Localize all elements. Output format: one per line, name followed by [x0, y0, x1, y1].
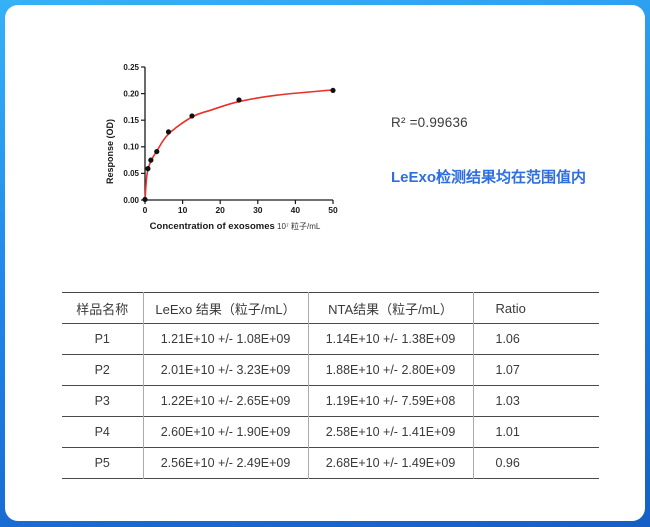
table-cell: P3 [94, 394, 110, 408]
table-cell: 1.21E+10 +/- 1.08E+09 [142, 323, 308, 355]
table-cell: 1.01 [472, 416, 599, 448]
column-header: Ratio [472, 292, 599, 324]
result-note: LeExo检测结果均在范围值内 [391, 169, 587, 186]
y-tick-label: 0.15 [123, 116, 139, 125]
table-cell: P1 [94, 332, 110, 346]
stats-block: R² =0.99636 LeExo检测结果均在范围值内 [391, 115, 621, 187]
table-cell: 1.03 [472, 385, 599, 417]
table-cell: P5 [94, 456, 110, 470]
table-cell: 1.14E+10 +/- 1.38E+09 [307, 323, 473, 355]
table-cell: 1.06 [472, 323, 599, 355]
results-table: 样品名称 LeExo 结果（粒子/mL） NTA结果（粒子/mL） Ratio P1 1… [62, 292, 599, 479]
data-point [165, 129, 172, 135]
x-tick-label: 30 [253, 205, 263, 215]
table-cell: 1.88E+10 +/- 2.80E+09 [307, 354, 473, 386]
table-cell: 2.58E+10 +/- 1.41E+09 [307, 416, 473, 448]
results-table-body: P1 1.21E+10 +/- 1.08E+09 1.14E+10 +/- 1.38… [62, 323, 599, 479]
table-cell: 1.22E+10 +/- 2.65E+09 [142, 385, 308, 417]
data-point [142, 196, 148, 203]
column-header: 样品名称 [76, 301, 129, 317]
y-tick-label: 0.25 [123, 63, 139, 72]
x-axis-label: Concentration of exosomes 10⁷ 粒子/mL [150, 221, 321, 232]
table-cell: 2.60E+10 +/- 1.90E+09 [142, 416, 308, 448]
column-header: LeExo 结果（粒子/mL） [142, 292, 308, 324]
results-table-head: 样品名称 LeExo 结果（粒子/mL） NTA结果（粒子/mL） Ratio [62, 292, 599, 324]
table-cell: 1.19E+10 +/- 7.59E+08 [307, 385, 473, 417]
table-cell: 2.68E+10 +/- 1.49E+09 [307, 447, 473, 479]
data-point [236, 97, 242, 103]
table-row: P3 1.22E+10 +/- 2.65E+09 1.19E+10 +/- 7.59… [62, 385, 599, 417]
x-tick-label: 20 [215, 205, 225, 215]
x-tick-label: 0 [143, 205, 148, 215]
x-tick-label: 10 [178, 205, 188, 215]
table-cell: P4 [94, 425, 110, 439]
data-point [154, 148, 160, 155]
y-tick-label: 0.05 [123, 169, 139, 178]
standard-curve-chart: 0.00 0.05 0.10 0.15 0.20 0.25 0 10 20 30 40 50 Respo… [89, 45, 367, 245]
table-row: P1 1.21E+10 +/- 1.08E+09 1.14E+10 +/- 1.38… [62, 323, 599, 355]
table-row: P4 2.60E+10 +/- 1.90E+09 2.58E+10 +/- 1.41… [62, 416, 599, 448]
data-point [189, 113, 195, 119]
data-point [145, 166, 151, 172]
data-point [148, 157, 154, 163]
y-axis-label: Response (OD) [105, 119, 115, 184]
fit-curve [144, 89, 334, 201]
report-card: 0.00 0.05 0.10 0.15 0.20 0.25 0 10 20 30 40 50 Respo… [5, 5, 645, 521]
table-cell: 0.96 [472, 447, 599, 479]
table-header-row: 样品名称 LeExo 结果（粒子/mL） NTA结果（粒子/mL） Ratio [62, 292, 599, 324]
x-tick-label: 40 [291, 205, 301, 215]
r-squared-value: R² =0.99636 [391, 115, 468, 130]
y-tick-label: 0.20 [123, 89, 139, 98]
y-tick-label: 0.00 [123, 196, 139, 205]
data-point [330, 87, 336, 94]
table-cell: 1.07 [472, 354, 599, 386]
table-cell: 2.56E+10 +/- 2.49E+09 [142, 447, 308, 479]
standard-curve-svg: 0.00 0.05 0.10 0.15 0.20 0.25 0 10 20 30 40 50 Respo… [105, 63, 338, 232]
table-cell: 2.01E+10 +/- 3.23E+09 [142, 354, 308, 386]
table-row: P5 2.56E+10 +/- 2.49E+09 2.68E+10 +/- 1.49… [62, 447, 599, 479]
x-tick-label: 50 [328, 205, 338, 215]
table-cell: P2 [94, 363, 110, 377]
column-header: NTA结果（粒子/mL） [307, 292, 473, 324]
table-row: P2 2.01E+10 +/- 3.23E+09 1.88E+10 +/- 2.80… [62, 354, 599, 386]
y-tick-label: 0.10 [123, 143, 139, 152]
